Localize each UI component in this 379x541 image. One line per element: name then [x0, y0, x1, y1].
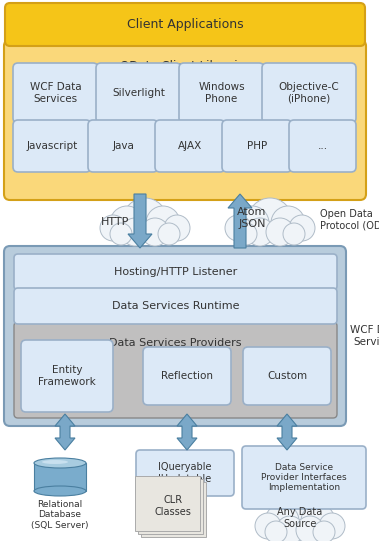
Text: Data Service
Provider Interfaces
Implementation: Data Service Provider Interfaces Impleme…: [261, 463, 347, 492]
FancyBboxPatch shape: [141, 482, 206, 537]
Text: Javascript: Javascript: [27, 141, 78, 151]
FancyBboxPatch shape: [135, 476, 200, 531]
Circle shape: [121, 218, 149, 246]
Polygon shape: [277, 414, 297, 450]
FancyBboxPatch shape: [222, 120, 292, 172]
FancyBboxPatch shape: [96, 63, 181, 123]
FancyBboxPatch shape: [262, 63, 356, 123]
Ellipse shape: [42, 460, 68, 464]
FancyBboxPatch shape: [179, 63, 264, 123]
Circle shape: [276, 516, 304, 541]
Circle shape: [296, 516, 324, 541]
Polygon shape: [128, 194, 152, 248]
Polygon shape: [55, 414, 75, 450]
Text: Java: Java: [112, 141, 134, 151]
Text: CLR
Classes: CLR Classes: [155, 495, 191, 517]
Circle shape: [235, 223, 257, 245]
FancyBboxPatch shape: [13, 63, 98, 123]
Circle shape: [301, 504, 335, 538]
FancyBboxPatch shape: [14, 288, 337, 324]
Circle shape: [146, 206, 180, 240]
Circle shape: [123, 198, 167, 242]
FancyBboxPatch shape: [88, 120, 158, 172]
Text: Silverlight: Silverlight: [112, 88, 165, 98]
FancyBboxPatch shape: [289, 120, 356, 172]
Circle shape: [283, 223, 305, 245]
Circle shape: [141, 218, 169, 246]
Circle shape: [100, 215, 126, 241]
Circle shape: [164, 215, 190, 241]
Text: Data Services Providers: Data Services Providers: [109, 338, 242, 348]
Text: Client Applications: Client Applications: [127, 18, 243, 31]
Text: WCF Data
Services: WCF Data Services: [30, 82, 81, 104]
FancyBboxPatch shape: [242, 446, 366, 509]
Text: Hosting/HTTP Listener: Hosting/HTTP Listener: [114, 267, 237, 277]
FancyBboxPatch shape: [5, 3, 365, 46]
Text: Objective-C
(iPhone): Objective-C (iPhone): [279, 82, 339, 104]
Ellipse shape: [34, 486, 86, 496]
Circle shape: [246, 218, 274, 246]
FancyBboxPatch shape: [4, 246, 346, 426]
Circle shape: [248, 198, 292, 242]
Circle shape: [235, 206, 269, 240]
Circle shape: [313, 521, 335, 541]
Text: IQueryable
IUpdatable: IQueryable IUpdatable: [158, 462, 212, 484]
Circle shape: [266, 218, 294, 246]
Circle shape: [289, 215, 315, 241]
Text: Windows
Phone: Windows Phone: [198, 82, 245, 104]
FancyBboxPatch shape: [4, 40, 366, 200]
FancyBboxPatch shape: [136, 450, 234, 496]
FancyBboxPatch shape: [13, 120, 91, 172]
Circle shape: [265, 504, 299, 538]
Circle shape: [319, 513, 345, 539]
FancyBboxPatch shape: [14, 254, 337, 290]
Polygon shape: [177, 414, 197, 450]
Circle shape: [265, 521, 287, 541]
Text: Reflection: Reflection: [161, 371, 213, 381]
Text: OData Client Libraries: OData Client Libraries: [119, 60, 251, 73]
Polygon shape: [228, 194, 252, 248]
Text: Open Data
Protocol (OData): Open Data Protocol (OData): [320, 209, 379, 231]
Text: PHP: PHP: [247, 141, 267, 151]
Circle shape: [110, 206, 144, 240]
FancyBboxPatch shape: [155, 120, 225, 172]
FancyBboxPatch shape: [138, 479, 203, 534]
Circle shape: [255, 513, 281, 539]
Bar: [34, 463, 86, 491]
Text: Relational
Database
(SQL Server): Relational Database (SQL Server): [31, 500, 89, 530]
Ellipse shape: [34, 458, 86, 468]
FancyBboxPatch shape: [243, 347, 331, 405]
Text: Entity
Framework: Entity Framework: [38, 365, 96, 387]
FancyBboxPatch shape: [143, 347, 231, 405]
Text: AJAX: AJAX: [178, 141, 202, 151]
Text: Atom
JSON: Atom JSON: [237, 207, 267, 229]
Text: Custom: Custom: [267, 371, 307, 381]
Text: ...: ...: [318, 141, 327, 151]
Circle shape: [158, 223, 180, 245]
Circle shape: [271, 206, 305, 240]
Text: HTTP: HTTP: [101, 217, 129, 227]
Text: Data Services Runtime: Data Services Runtime: [112, 301, 239, 311]
Text: Any Data
Source: Any Data Source: [277, 507, 323, 529]
Text: WCF Data
Services: WCF Data Services: [350, 325, 379, 347]
Circle shape: [110, 223, 132, 245]
Circle shape: [225, 215, 251, 241]
Circle shape: [278, 496, 322, 540]
FancyBboxPatch shape: [14, 322, 337, 418]
FancyBboxPatch shape: [21, 340, 113, 412]
